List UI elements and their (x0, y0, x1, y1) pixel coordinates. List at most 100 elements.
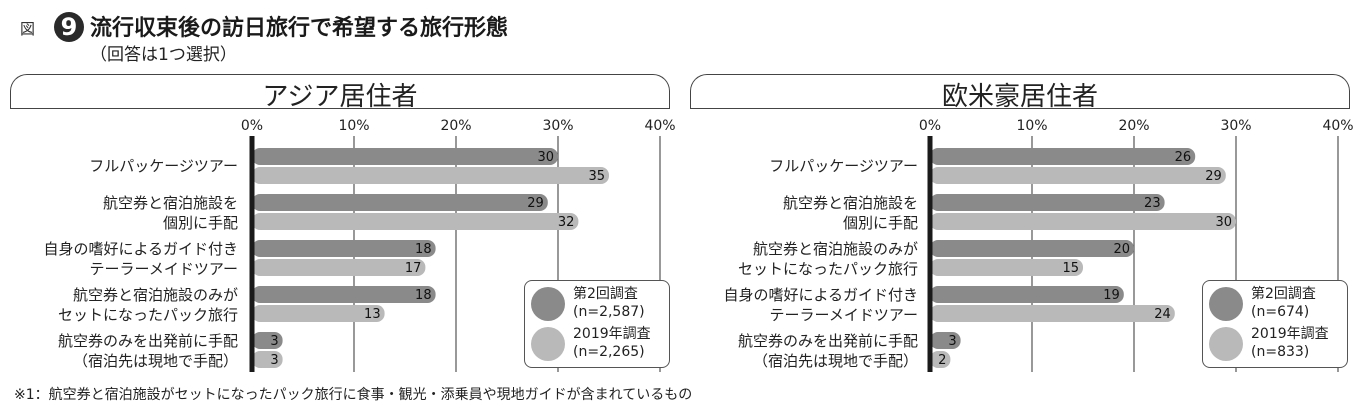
chart-legend: 第2回調査 (n=674) 2019年調査 (n=833) (1202, 280, 1348, 368)
category-label: 航空券のみを出発前に手配 (58, 332, 238, 350)
bar (252, 167, 609, 184)
category-label: 航空券と宿泊施設のみが (73, 286, 238, 304)
chart-panel-asia: アジア居住者 0% 10% 20% 30% 40% フルパッケージツアー 30 35 航空券と宿… (0, 70, 680, 380)
legend-swatch-dark (531, 287, 565, 321)
panel-banner (690, 74, 1350, 109)
x-tick-label: 0% (919, 118, 941, 134)
bar-value-label: 18 (415, 288, 432, 303)
bar (930, 167, 1226, 184)
bar-chart-asia: 0% 10% 20% 30% 40% フルパッケージツアー 30 35 航空券と宿泊施設を個別に… (43, 118, 676, 372)
figure-number-badge: 9 (54, 12, 84, 42)
category-label: 航空券と宿泊施設を (103, 194, 238, 212)
legend-item-series-2019: 2019年調査 (n=2,265) (531, 325, 667, 363)
bar-value-label: 3 (948, 334, 956, 349)
bar-value-label: 26 (1175, 150, 1192, 165)
x-tick-label: 10% (338, 118, 369, 134)
bar-chart-western: 0% 10% 20% 30% 40% フルパッケージツアー 26 29 航空券と宿泊施設を個別に… (723, 118, 1354, 372)
panel-banner (10, 74, 670, 109)
bar (252, 213, 579, 230)
legend-series-name: 2019年調査 (1251, 326, 1329, 342)
category-label: 航空券と宿泊施設のみが (753, 240, 918, 258)
category-label: フルパッケージツアー (89, 157, 238, 175)
bar (930, 148, 1196, 165)
category-label: 自身の嗜好によるガイド付き (43, 240, 238, 258)
bar-value-label: 3 (270, 353, 278, 368)
bar-value-label: 23 (1144, 196, 1161, 211)
bar-value-label: 30 (1215, 215, 1232, 230)
bar-value-label: 15 (1062, 261, 1079, 276)
category-label: （宿泊先は現地で手配） (753, 352, 918, 370)
panel-banner-underline (10, 108, 670, 109)
category-label: 自身の嗜好によるガイド付き (723, 286, 918, 304)
chart-title: アジア居住者 (262, 82, 418, 112)
legend-item-series-2: 第2回調査 (n=2,587) (531, 285, 667, 323)
bar-value-label: 30 (537, 150, 554, 165)
legend-swatch-dark (1209, 287, 1243, 321)
bar-value-label: 20 (1113, 242, 1130, 257)
legend-series-sample: (n=674) (1251, 304, 1310, 320)
footnote: ※1：航空券と宿泊施設がセットになったパック旅行に食事・観光・添乗員や現地ガイド… (14, 387, 693, 403)
category-label: 個別に手配 (843, 214, 918, 232)
bar (252, 194, 548, 211)
figure-subtitle: （回答は1つ選択） (90, 45, 237, 65)
x-tick-label: 20% (1118, 118, 1149, 134)
bar (930, 332, 961, 349)
bar-value-label: 29 (1205, 169, 1222, 184)
bar (930, 194, 1165, 211)
category-label: テーラーメイドツアー (769, 306, 918, 324)
legend-item-series-2: 第2回調査 (n=674) (1209, 285, 1345, 323)
figure-title: 流行収束後の訪日旅行で希望する旅行形態 (90, 16, 509, 41)
x-tick-label: 30% (542, 118, 573, 134)
x-tick-label: 0% (241, 118, 263, 134)
bar (252, 332, 283, 349)
legend-series-name: 第2回調査 (1251, 286, 1316, 302)
bar (930, 351, 951, 368)
legend-series-sample: (n=2,265) (573, 344, 645, 360)
chart-title: 欧米豪居住者 (941, 82, 1098, 112)
legend-item-series-2019: 2019年調査 (n=833) (1209, 325, 1345, 363)
category-label: （宿泊先は現地で手配） (73, 352, 238, 370)
category-label: フルパッケージツアー (769, 157, 918, 175)
bar (252, 286, 436, 303)
chart-legend: 第2回調査 (n=2,587) 2019年調査 (n=2,265) (524, 280, 670, 368)
chart-panel-western: 欧米豪居住者 0% 10% 20% 30% 40% フルパッケージツアー 26 29 航空券と宿… (680, 70, 1360, 380)
legend-swatch-light (1209, 327, 1243, 361)
bar-value-label: 3 (270, 334, 278, 349)
legend-series-sample: (n=833) (1251, 344, 1310, 360)
bar (252, 351, 283, 368)
category-label: 個別に手配 (163, 214, 238, 232)
figure-label: 図 (20, 20, 36, 38)
x-tick-label: 40% (1322, 118, 1353, 134)
bar-value-label: 29 (527, 196, 544, 211)
category-label: 航空券のみを出発前に手配 (738, 332, 918, 350)
bar (252, 148, 558, 165)
bar-value-label: 24 (1154, 307, 1171, 322)
bar-value-label: 17 (405, 261, 422, 276)
bar-value-label: 18 (415, 242, 432, 257)
panel-banner-underline (690, 108, 1350, 109)
bar-value-label: 32 (558, 215, 575, 230)
bar (930, 259, 1083, 276)
category-label: 航空券と宿泊施設を (783, 194, 918, 212)
bar (930, 305, 1175, 322)
bar (930, 286, 1124, 303)
category-label: セットになったパック旅行 (738, 260, 918, 278)
x-tick-label: 40% (644, 118, 675, 134)
category-label: セットになったパック旅行 (58, 306, 238, 324)
x-tick-label: 10% (1016, 118, 1047, 134)
legend-series-name: 2019年調査 (573, 326, 651, 342)
bar-value-label: 13 (364, 307, 381, 322)
category-label: テーラーメイドツアー (89, 260, 238, 278)
x-tick-label: 20% (440, 118, 471, 134)
legend-swatch-light (531, 327, 565, 361)
bar-value-label: 19 (1103, 288, 1120, 303)
bar (252, 305, 385, 322)
bar (252, 259, 426, 276)
legend-series-name: 第2回調査 (573, 286, 638, 302)
x-tick-label: 30% (1220, 118, 1251, 134)
bar (930, 240, 1134, 257)
bar (930, 213, 1236, 230)
bar-value-label: 35 (588, 169, 605, 184)
legend-series-sample: (n=2,587) (573, 304, 645, 320)
bar-value-label: 2 (938, 353, 946, 368)
